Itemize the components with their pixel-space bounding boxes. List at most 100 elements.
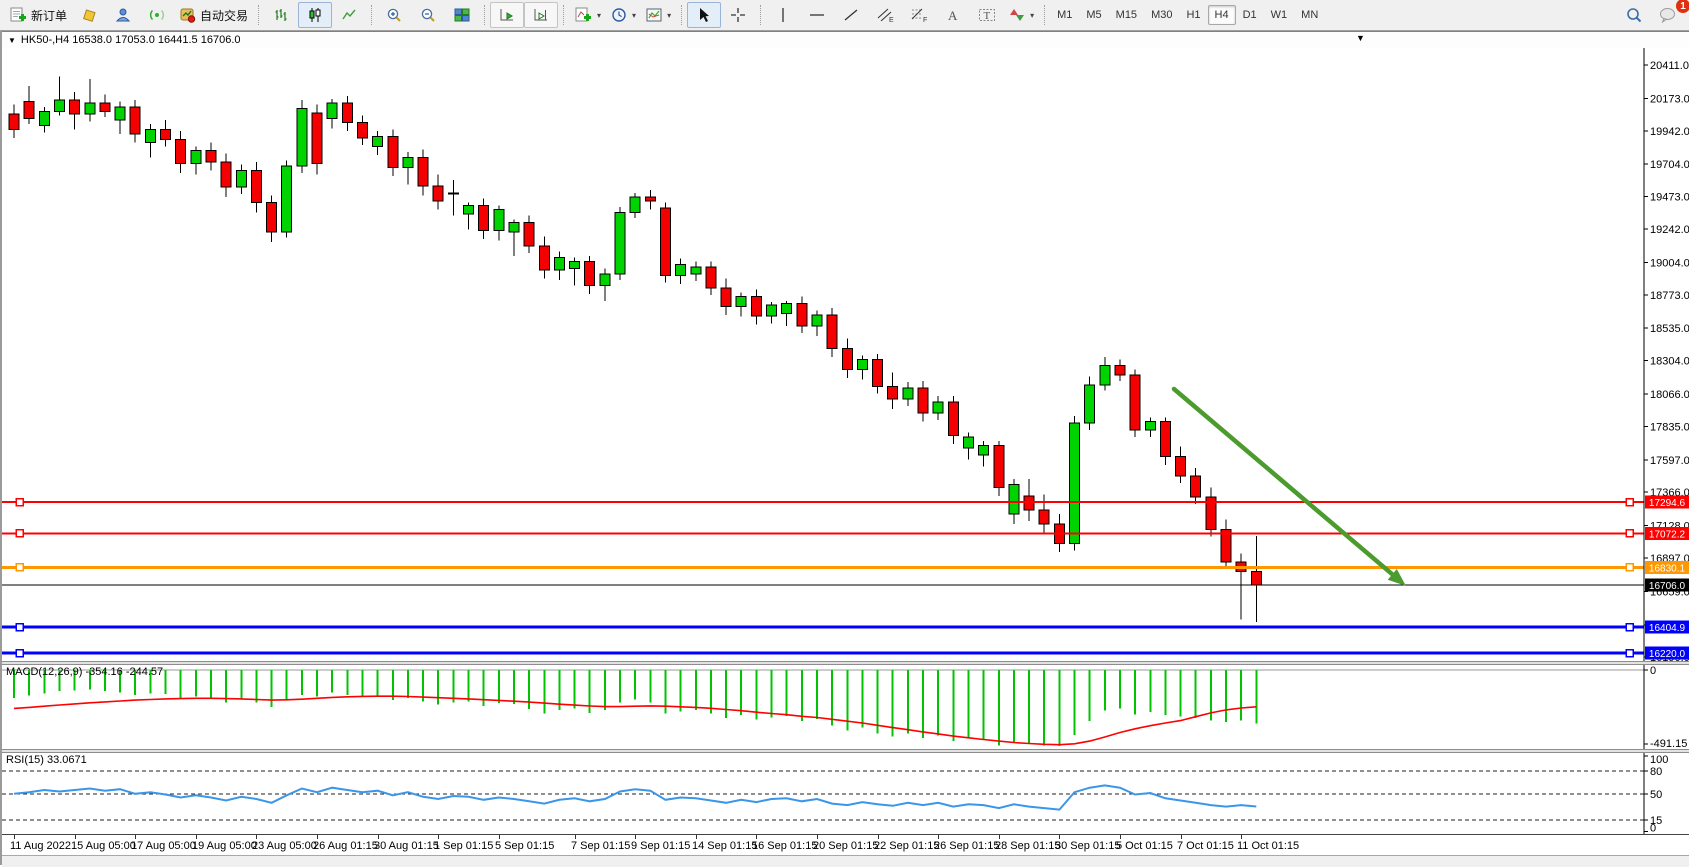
chat-badge: 1 bbox=[1676, 0, 1689, 13]
svg-text:17294.6: 17294.6 bbox=[1649, 498, 1686, 509]
zoom-out-button[interactable] bbox=[411, 2, 445, 28]
macd-label: MACD(12,26,9) -354.16 -244.57 bbox=[6, 666, 164, 678]
chat-button[interactable]: 1 bbox=[1651, 0, 1689, 28]
cursor-button[interactable] bbox=[687, 2, 722, 28]
tf-mn[interactable]: MN bbox=[1301, 9, 1319, 21]
time-label: 7 Sep 01:15 bbox=[571, 840, 631, 852]
text-tool-button[interactable]: A bbox=[936, 2, 970, 28]
macd-chart: 0 -491.15 bbox=[2, 665, 1687, 749]
hline-17294.6 bbox=[2, 497, 1644, 507]
tf-h4[interactable]: H4 bbox=[1207, 5, 1236, 25]
signals-button[interactable] bbox=[140, 2, 174, 28]
time-label: 26 Sep 01:15 bbox=[934, 840, 1000, 852]
periods-button[interactable]: ▾ bbox=[606, 2, 641, 28]
bar-chart-icon bbox=[273, 7, 289, 23]
macd-histogram bbox=[13, 670, 1258, 747]
time-label: 11 Aug 2022 bbox=[10, 840, 71, 852]
tf-w1[interactable]: W1 bbox=[1270, 9, 1288, 21]
zoom-out-icon bbox=[420, 7, 436, 23]
rsi-panel[interactable]: 100 80 50 15 0 RSI(15) 33.0671 bbox=[2, 753, 1689, 834]
autotrade-button[interactable]: 自动交易 bbox=[174, 2, 253, 28]
chart-shift-marker-icon[interactable]: ▼ bbox=[1356, 33, 1365, 43]
time-tick bbox=[938, 835, 939, 839]
macd-panel[interactable]: 0 -491.15 MACD(12,26,9) -354.16 -244.57 bbox=[2, 665, 1689, 749]
hline-17072.2 bbox=[2, 529, 1644, 538]
hline-16404.9 bbox=[2, 622, 1644, 632]
svg-text:0: 0 bbox=[1650, 823, 1656, 835]
symbol-dropdown-icon[interactable]: ▼ bbox=[8, 35, 16, 45]
tf-m15[interactable]: M15 bbox=[1115, 9, 1138, 21]
trendline-icon bbox=[843, 7, 859, 23]
text-label-icon: T bbox=[978, 7, 996, 23]
time-tick bbox=[575, 835, 576, 839]
time-label: 16 Sep 01:15 bbox=[752, 840, 818, 852]
community-button[interactable] bbox=[106, 2, 140, 28]
tf-h1[interactable]: H1 bbox=[1186, 9, 1201, 21]
profile-icon bbox=[115, 7, 131, 23]
new-order-icon bbox=[9, 7, 27, 23]
tf-m30[interactable]: M30 bbox=[1151, 9, 1173, 21]
vertical-line-tool-button[interactable] bbox=[766, 2, 800, 28]
chevron-down-icon: ▾ bbox=[667, 10, 672, 20]
chart-shift-button[interactable] bbox=[524, 2, 559, 28]
svg-text:17072.2: 17072.2 bbox=[1649, 529, 1686, 540]
zoom-in-button[interactable] bbox=[377, 2, 411, 28]
fibonacci-icon: F bbox=[910, 7, 928, 23]
time-label: 30 Aug 01:15 bbox=[374, 840, 439, 852]
time-label: 5 Sep 01:15 bbox=[495, 840, 555, 852]
price-tag-16404.9: 16404.9 bbox=[1645, 620, 1689, 634]
time-label: 1 Sep 01:15 bbox=[434, 840, 494, 852]
svg-text:T: T bbox=[984, 10, 991, 22]
time-tick bbox=[1059, 835, 1060, 839]
horizontal-line-tool-button[interactable] bbox=[800, 2, 834, 28]
indicators-button[interactable]: ▾ bbox=[569, 2, 606, 28]
candlestick-chart-type-button[interactable] bbox=[298, 2, 333, 28]
equidistant-channel-tool-button[interactable]: E bbox=[868, 2, 902, 28]
svg-text:18773.0: 18773.0 bbox=[1650, 290, 1689, 302]
price-chart: 20411.0 20173.0 19942.0 19704.0 19473.0 19242… bbox=[2, 48, 1689, 661]
svg-text:50: 50 bbox=[1650, 789, 1662, 801]
auto-scroll-button[interactable] bbox=[490, 2, 525, 28]
hline-16830.1 bbox=[2, 563, 1644, 572]
fibonacci-tool-button[interactable]: F bbox=[902, 2, 936, 28]
time-tick bbox=[1241, 835, 1242, 839]
text-icon: A bbox=[946, 7, 960, 23]
time-label: 14 Sep 01:15 bbox=[692, 840, 758, 852]
time-tick bbox=[438, 835, 439, 839]
bar-chart-type-button[interactable] bbox=[264, 2, 298, 28]
rsi-label: RSI(15) 33.0671 bbox=[6, 754, 87, 766]
crosshair-icon bbox=[730, 7, 746, 23]
line-chart-type-button[interactable] bbox=[332, 2, 366, 28]
new-order-button[interactable]: 新订单 bbox=[4, 2, 72, 28]
price-tag-16830.1: 16830.1 bbox=[1645, 560, 1689, 574]
tf-m1[interactable]: M1 bbox=[1057, 9, 1073, 21]
chart-window: ▼ HK50-,H4 16538.0 17053.0 16441.5 16706… bbox=[0, 31, 1689, 867]
chart-title: HK50-,H4 16538.0 17053.0 16441.5 16706.0 bbox=[20, 34, 241, 46]
macd-splitter[interactable] bbox=[2, 661, 1689, 665]
cursor-arrow-icon bbox=[697, 7, 711, 23]
text-label-tool-button[interactable]: T bbox=[970, 2, 1004, 28]
svg-text:19942.0: 19942.0 bbox=[1650, 126, 1689, 138]
rsi-splitter[interactable] bbox=[2, 749, 1689, 753]
svg-text:A: A bbox=[948, 8, 958, 23]
metaeditor-button[interactable] bbox=[72, 2, 106, 28]
price-tag-17294.6: 17294.6 bbox=[1645, 495, 1689, 509]
search-button[interactable] bbox=[1617, 2, 1651, 28]
svg-text:20173.0: 20173.0 bbox=[1650, 93, 1689, 105]
trendline-tool-button[interactable] bbox=[834, 2, 868, 28]
time-axis[interactable]: 11 Aug 2022 15 Aug 05:00 17 Aug 05:00 19 Au… bbox=[2, 834, 1689, 855]
price-panel[interactable]: 20411.0 20173.0 19942.0 19704.0 19473.0 19242… bbox=[2, 48, 1689, 661]
svg-text:20411.0: 20411.0 bbox=[1650, 60, 1689, 72]
zoom-in-icon bbox=[386, 7, 402, 23]
tile-windows-button[interactable] bbox=[445, 2, 479, 28]
tf-m5[interactable]: M5 bbox=[1086, 9, 1102, 21]
tf-d1[interactable]: D1 bbox=[1242, 9, 1257, 21]
candles-layer bbox=[8, 76, 1262, 622]
arrows-tool-button[interactable]: ▾ bbox=[1004, 2, 1039, 28]
price-axis: 20411.0 20173.0 19942.0 19704.0 19473.0 19242… bbox=[1644, 60, 1689, 661]
templates-button[interactable]: ▾ bbox=[641, 2, 676, 28]
svg-text:18535.0: 18535.0 bbox=[1650, 323, 1689, 335]
time-label: 15 Aug 05:00 bbox=[71, 840, 136, 852]
macd-signal-line bbox=[13, 695, 1257, 746]
crosshair-button[interactable] bbox=[721, 2, 755, 28]
